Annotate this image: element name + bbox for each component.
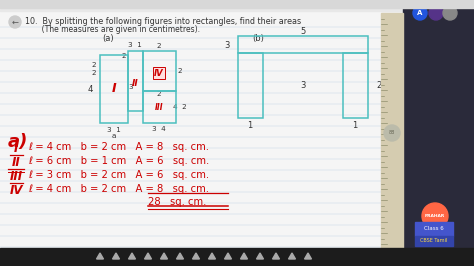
Bar (415, 222, 453, 236)
Bar (0, 0, 474, 8)
Text: II: II (132, 78, 138, 88)
Bar (238, 53, 263, 118)
Text: Class 6: Class 6 (424, 227, 444, 231)
Text: 2: 2 (178, 68, 182, 74)
Bar (238, 36, 368, 53)
Text: CBSE Tamil: CBSE Tamil (420, 239, 447, 243)
Bar (415, 236, 453, 246)
Text: a): a) (8, 133, 28, 151)
Text: I: I (14, 142, 18, 155)
Text: I: I (112, 82, 116, 95)
Text: 28   sq. cm.: 28 sq. cm. (148, 197, 206, 207)
Circle shape (422, 203, 448, 229)
Text: ℓ = 6 cm   b = 1 cm   A = 6   sq. cm.: ℓ = 6 cm b = 1 cm A = 6 sq. cm. (28, 156, 209, 166)
Bar (343, 53, 368, 118)
Text: ←: ← (11, 18, 18, 27)
Text: (a): (a) (102, 34, 114, 43)
Text: PRAHAR: PRAHAR (425, 214, 445, 218)
Text: 3: 3 (128, 84, 133, 90)
Text: 2: 2 (376, 81, 381, 90)
Bar (143, 91, 176, 123)
Text: 10.  By splitting the following figures into rectangles, find their areas: 10. By splitting the following figures i… (25, 17, 301, 26)
Text: 3: 3 (301, 81, 306, 90)
Bar (403, 0, 474, 248)
Text: (The measures are given in centimetres).: (The measures are given in centimetres). (25, 25, 200, 34)
Text: III: III (9, 170, 23, 183)
Text: 2: 2 (157, 91, 161, 97)
Bar (381, 13, 403, 248)
Circle shape (443, 6, 457, 20)
Text: 4  2: 4 2 (173, 104, 187, 110)
Bar (0, 0, 474, 11)
Text: 2: 2 (91, 70, 96, 76)
Text: ℓ = 3 cm   b = 2 cm   A = 6   sq. cm.: ℓ = 3 cm b = 2 cm A = 6 sq. cm. (28, 170, 209, 180)
Text: II: II (12, 156, 20, 169)
Text: 2: 2 (157, 43, 161, 49)
Bar (0, 248, 474, 266)
Text: A: A (417, 10, 423, 16)
Text: 88: 88 (389, 131, 395, 135)
Circle shape (413, 6, 427, 20)
Text: 1: 1 (352, 120, 357, 130)
Bar (143, 51, 176, 91)
Text: 2: 2 (91, 62, 96, 68)
Circle shape (429, 6, 443, 20)
Text: (b): (b) (252, 34, 264, 43)
Text: 3  4: 3 4 (152, 126, 166, 132)
Bar (100, 55, 128, 123)
Text: 5: 5 (301, 27, 306, 35)
Text: ℓ = 4 cm   b = 2 cm   A = 8   sq. cm.: ℓ = 4 cm b = 2 cm A = 8 sq. cm. (28, 184, 209, 194)
Text: 2: 2 (122, 53, 126, 59)
Text: 3: 3 (225, 40, 230, 49)
Text: III: III (155, 102, 164, 111)
Text: 3  1: 3 1 (107, 127, 121, 133)
Circle shape (9, 16, 21, 28)
Circle shape (384, 125, 400, 141)
Text: 4: 4 (87, 85, 93, 94)
Text: 3  1: 3 1 (128, 42, 142, 48)
Text: IV: IV (154, 69, 164, 77)
Text: Microsoft Whiteboard: Microsoft Whiteboard (20, 2, 73, 7)
Text: a: a (112, 133, 116, 139)
Bar (128, 51, 143, 111)
Text: ℓ = 4 cm   b = 2 cm   A = 8   sq. cm.: ℓ = 4 cm b = 2 cm A = 8 sq. cm. (28, 142, 209, 152)
Text: IV: IV (9, 184, 23, 197)
Text: 1: 1 (247, 120, 253, 130)
